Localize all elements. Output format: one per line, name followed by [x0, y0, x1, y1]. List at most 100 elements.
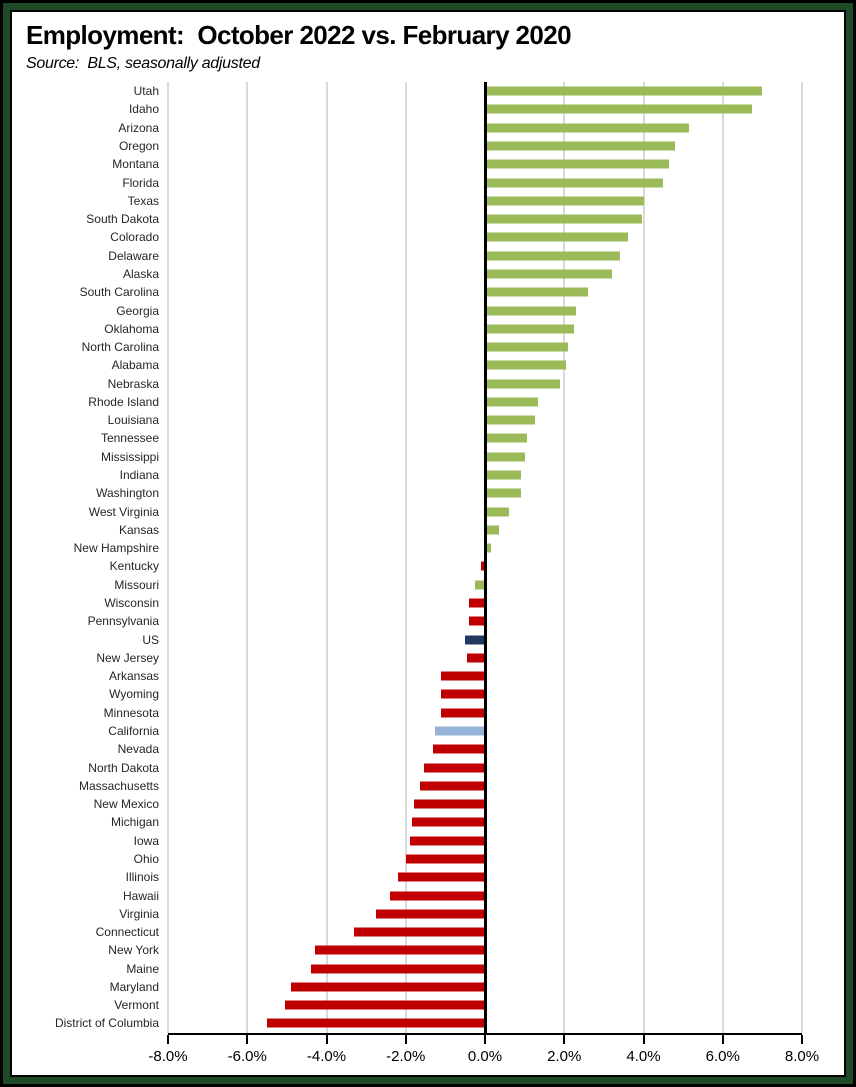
- bar-track: [168, 320, 802, 338]
- category-label: Delaware: [108, 248, 159, 263]
- chart-row: Idaho: [12, 100, 802, 118]
- bar-texas: [485, 196, 644, 206]
- bar-idaho: [485, 104, 753, 114]
- bar-massachusetts: [419, 781, 485, 791]
- bar-track: [168, 100, 802, 118]
- bar-rows: Utah Idaho Arizona Oregon Montana Florida Texa…: [12, 82, 802, 1033]
- chart-row: Connecticut: [12, 923, 802, 941]
- axis-tick: [563, 1035, 566, 1044]
- category-label: Georgia: [116, 303, 159, 318]
- bar-track: [168, 521, 802, 539]
- chart-row: Delaware: [12, 247, 802, 265]
- bar-track: [168, 155, 802, 173]
- bar-connecticut: [354, 927, 485, 937]
- chart-row: Montana: [12, 155, 802, 173]
- bar-track: [168, 137, 802, 155]
- chart-row: District of Columbia: [12, 1014, 802, 1032]
- bar-track: [168, 192, 802, 210]
- bar-washington: [485, 488, 521, 498]
- axis-tick-label: 4.0%: [626, 1048, 661, 1065]
- axis-tick-label: 6.0%: [705, 1048, 740, 1065]
- bar-illinois: [397, 872, 485, 882]
- category-label: Arkansas: [108, 669, 159, 684]
- chart-row: Indiana: [12, 466, 802, 484]
- bar-track: [168, 411, 802, 429]
- bar-west-virginia: [485, 507, 509, 517]
- bar-mississippi: [485, 452, 525, 462]
- chart-row: South Dakota: [12, 210, 802, 228]
- bar-track: [168, 923, 802, 941]
- chart-row: Arkansas: [12, 667, 802, 685]
- bar-delaware: [485, 251, 620, 261]
- chart-row: Florida: [12, 173, 802, 191]
- axis-tick: [325, 1035, 328, 1044]
- axis-tick: [484, 1035, 486, 1044]
- bar-iowa: [409, 836, 485, 846]
- bar-maryland: [290, 982, 485, 992]
- bar-rhode-island: [485, 397, 539, 407]
- category-label: Michigan: [110, 815, 159, 830]
- bar-track: [168, 338, 802, 356]
- category-label: California: [108, 723, 159, 738]
- bar-michigan: [411, 817, 485, 827]
- bar-track: [168, 484, 802, 502]
- chart-row: Louisiana: [12, 411, 802, 429]
- bar-kentucky: [481, 561, 485, 571]
- bar-track: [168, 722, 802, 740]
- axis-tick: [404, 1035, 407, 1044]
- category-label: Indiana: [119, 468, 159, 483]
- bar-new-york: [314, 945, 485, 955]
- axis-tick-label: 0.0%: [467, 1048, 503, 1065]
- bar-track: [168, 960, 802, 978]
- bar-new-mexico: [413, 799, 485, 809]
- category-label: Arizona: [118, 120, 159, 135]
- chart-title: Employment: October 2022 vs. February 20…: [26, 20, 572, 50]
- category-label: West Virginia: [88, 504, 159, 519]
- chart-row: Georgia: [12, 301, 802, 319]
- bar-track: [168, 228, 802, 246]
- bar-track: [168, 758, 802, 776]
- bar-track: [168, 1014, 802, 1032]
- chart-row: Washington: [12, 484, 802, 502]
- bar-track: [168, 301, 802, 319]
- chart-row: South Carolina: [12, 283, 802, 301]
- bar-track: [168, 283, 802, 301]
- bar-us: [465, 635, 485, 645]
- bar-colorado: [485, 232, 628, 242]
- bar-track: [168, 502, 802, 520]
- bar-nevada: [433, 744, 485, 754]
- bar-virginia: [376, 909, 485, 919]
- axis-tick-label: -2.0%: [386, 1048, 426, 1065]
- category-label: Florida: [122, 175, 159, 190]
- category-label: Kansas: [118, 522, 159, 537]
- bar-vermont: [284, 1000, 485, 1010]
- category-label: Utah: [133, 84, 159, 99]
- bar-kansas: [485, 525, 499, 535]
- axis-tick-label: 2.0%: [547, 1048, 582, 1065]
- axis-tick-label: -4.0%: [306, 1048, 347, 1065]
- bar-new-jersey: [467, 653, 485, 663]
- bar-tennessee: [485, 433, 527, 443]
- category-label: Tennessee: [100, 431, 159, 446]
- category-label: Montana: [112, 157, 159, 172]
- chart-row: Oklahoma: [12, 320, 802, 338]
- category-label: Washington: [96, 486, 159, 501]
- category-label: Maryland: [109, 979, 159, 994]
- bar-north-carolina: [485, 342, 569, 352]
- category-label: New Jersey: [96, 650, 159, 665]
- bar-track: [168, 886, 802, 904]
- category-label: South Dakota: [86, 212, 159, 227]
- bar-south-dakota: [485, 214, 642, 224]
- bar-track: [168, 539, 802, 557]
- category-label: Nebraska: [107, 376, 159, 391]
- bar-track: [168, 667, 802, 685]
- chart-row: West Virginia: [12, 502, 802, 520]
- chart-row: Nebraska: [12, 375, 802, 393]
- category-label: Vermont: [114, 998, 159, 1013]
- bar-track: [168, 978, 802, 996]
- chart-row: Virginia: [12, 905, 802, 923]
- bar-track: [168, 82, 802, 100]
- bar-utah: [485, 86, 763, 96]
- bar-oregon: [485, 141, 676, 151]
